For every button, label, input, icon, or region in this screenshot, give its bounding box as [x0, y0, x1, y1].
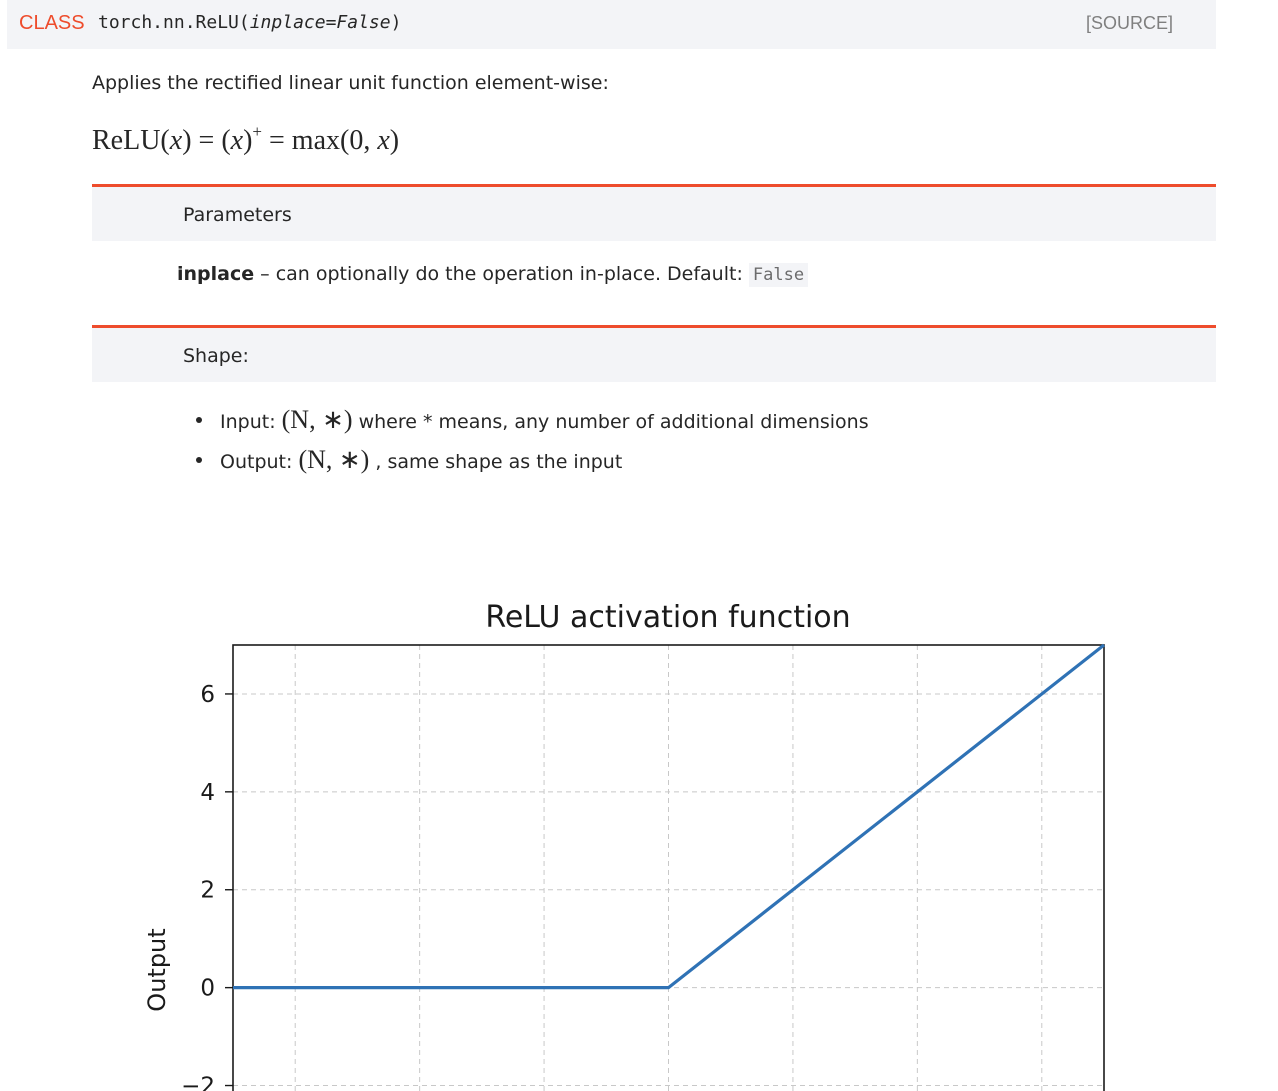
param-default: False [748, 263, 809, 287]
chart-frame [232, 644, 1105, 1091]
relu-formula: ReLU(x) = (x)+ = max(0, x) [92, 122, 399, 157]
formula-var: x [230, 125, 244, 156]
relu-chart: ReLU activation function Output −2 0 2 4 6 [143, 600, 1105, 1091]
parameters-heading: Parameters [183, 204, 292, 226]
description: Applies the rectified linear unit functi… [92, 72, 609, 94]
parameters-header: Parameters [92, 184, 1216, 241]
class-keyword: CLASS [19, 12, 85, 34]
formula-part: ) [389, 125, 400, 156]
class-signature: CLASS torch.nn.ReLU(inplace=False) [SOUR… [7, 0, 1216, 49]
param-inplace: inplace – can optionally do the operatio… [177, 263, 809, 287]
formula-sup: + [252, 122, 263, 141]
chart-grid [233, 645, 1104, 1091]
y-tick-label: 6 [200, 682, 215, 708]
shape-output-text: , same shape as the input [369, 451, 623, 473]
chart-title: ReLU activation function [485, 600, 850, 635]
formula-part: ) = ( [182, 125, 231, 156]
formula-var: x [377, 125, 390, 156]
chart-ylabel: Output [143, 928, 171, 1011]
chart-series [233, 643, 1105, 990]
list-item: Input: (N, ∗) where * means, any number … [196, 400, 869, 440]
class-params: inplace=False [249, 12, 391, 33]
formula-var: x [169, 125, 183, 156]
y-tick-label: 4 [200, 780, 215, 806]
shape-header: Shape: [92, 325, 1216, 382]
shape-input-text: where * means, any number of additional … [352, 411, 869, 433]
y-tick-label: −2 [181, 1074, 215, 1091]
y-tick-label: 2 [200, 878, 215, 904]
class-name: torch.nn.ReLU(inplace=False) [98, 12, 401, 33]
y-tick-label: 0 [200, 976, 215, 1002]
shape-list: Input: (N, ∗) where * means, any number … [196, 400, 869, 480]
class-path: torch.nn.ReLU( [98, 12, 250, 33]
param-text: – can optionally do the operation in-pla… [254, 263, 749, 285]
series-line [233, 643, 1105, 990]
shape-heading: Shape: [183, 345, 249, 367]
class-close-paren: ) [390, 12, 402, 33]
shape-output-math: (N, ∗) [298, 445, 370, 474]
source-link[interactable]: [SOURCE] [1085, 13, 1173, 33]
chart-ticks: −2 0 2 4 6 [181, 682, 233, 1091]
shape-input-label: Input: [220, 411, 282, 433]
param-name: inplace [177, 263, 255, 285]
formula-part: ) [243, 125, 253, 156]
formula-part: = max(0, [262, 125, 378, 156]
formula-part: ReLU( [92, 125, 170, 156]
shape-output-label: Output: [220, 451, 299, 473]
shape-input-math: (N, ∗) [281, 405, 353, 434]
list-item: Output: (N, ∗) , same shape as the input [196, 440, 869, 480]
